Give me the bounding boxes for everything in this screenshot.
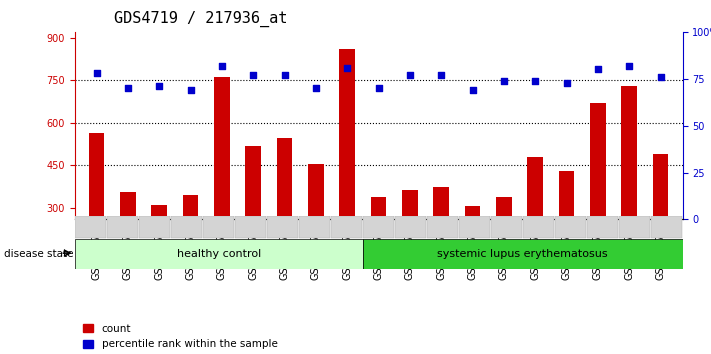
Point xyxy=(405,72,416,78)
Text: healthy control: healthy control xyxy=(176,249,261,259)
Bar xyxy=(370,197,387,293)
FancyBboxPatch shape xyxy=(651,216,682,239)
Bar xyxy=(214,77,230,293)
Bar xyxy=(434,187,449,293)
Point xyxy=(341,65,353,70)
FancyBboxPatch shape xyxy=(171,216,202,239)
Bar xyxy=(528,157,543,293)
FancyBboxPatch shape xyxy=(363,216,394,239)
FancyBboxPatch shape xyxy=(523,216,554,239)
FancyBboxPatch shape xyxy=(459,216,490,239)
FancyBboxPatch shape xyxy=(619,216,650,239)
Point xyxy=(216,63,228,68)
Bar xyxy=(151,205,167,293)
FancyBboxPatch shape xyxy=(75,239,363,269)
Bar xyxy=(559,171,574,293)
Point xyxy=(310,85,321,91)
FancyBboxPatch shape xyxy=(587,216,618,239)
Point xyxy=(154,84,165,89)
Point xyxy=(624,63,635,68)
Point xyxy=(373,85,385,91)
Bar xyxy=(245,145,261,293)
Point xyxy=(467,87,479,93)
Bar xyxy=(89,133,105,293)
Point xyxy=(279,72,290,78)
FancyBboxPatch shape xyxy=(555,216,586,239)
Legend: count, percentile rank within the sample: count, percentile rank within the sample xyxy=(80,321,281,352)
Bar xyxy=(120,193,136,293)
FancyBboxPatch shape xyxy=(203,216,234,239)
Point xyxy=(592,67,604,72)
Point xyxy=(436,72,447,78)
Bar xyxy=(308,164,324,293)
Bar xyxy=(590,103,606,293)
FancyBboxPatch shape xyxy=(491,216,522,239)
FancyBboxPatch shape xyxy=(75,216,106,239)
Point xyxy=(247,72,259,78)
FancyBboxPatch shape xyxy=(299,216,330,239)
FancyBboxPatch shape xyxy=(331,216,362,239)
Bar xyxy=(621,86,637,293)
Point xyxy=(655,74,666,80)
Bar xyxy=(653,154,668,293)
Text: GDS4719 / 217936_at: GDS4719 / 217936_at xyxy=(114,11,287,27)
Point xyxy=(530,78,541,84)
Text: systemic lupus erythematosus: systemic lupus erythematosus xyxy=(437,249,608,259)
Point xyxy=(91,70,102,76)
FancyBboxPatch shape xyxy=(363,239,683,269)
Bar xyxy=(277,138,292,293)
FancyBboxPatch shape xyxy=(139,216,170,239)
Bar xyxy=(465,206,481,293)
Point xyxy=(185,87,196,93)
FancyBboxPatch shape xyxy=(267,216,298,239)
Point xyxy=(561,80,572,85)
FancyBboxPatch shape xyxy=(235,216,266,239)
Bar xyxy=(402,190,418,293)
FancyBboxPatch shape xyxy=(395,216,426,239)
Point xyxy=(498,78,510,84)
Bar xyxy=(339,49,355,293)
FancyBboxPatch shape xyxy=(107,216,138,239)
Bar xyxy=(183,195,198,293)
FancyBboxPatch shape xyxy=(427,216,458,239)
Bar xyxy=(496,197,512,293)
Point xyxy=(122,85,134,91)
Text: disease state: disease state xyxy=(4,249,73,259)
